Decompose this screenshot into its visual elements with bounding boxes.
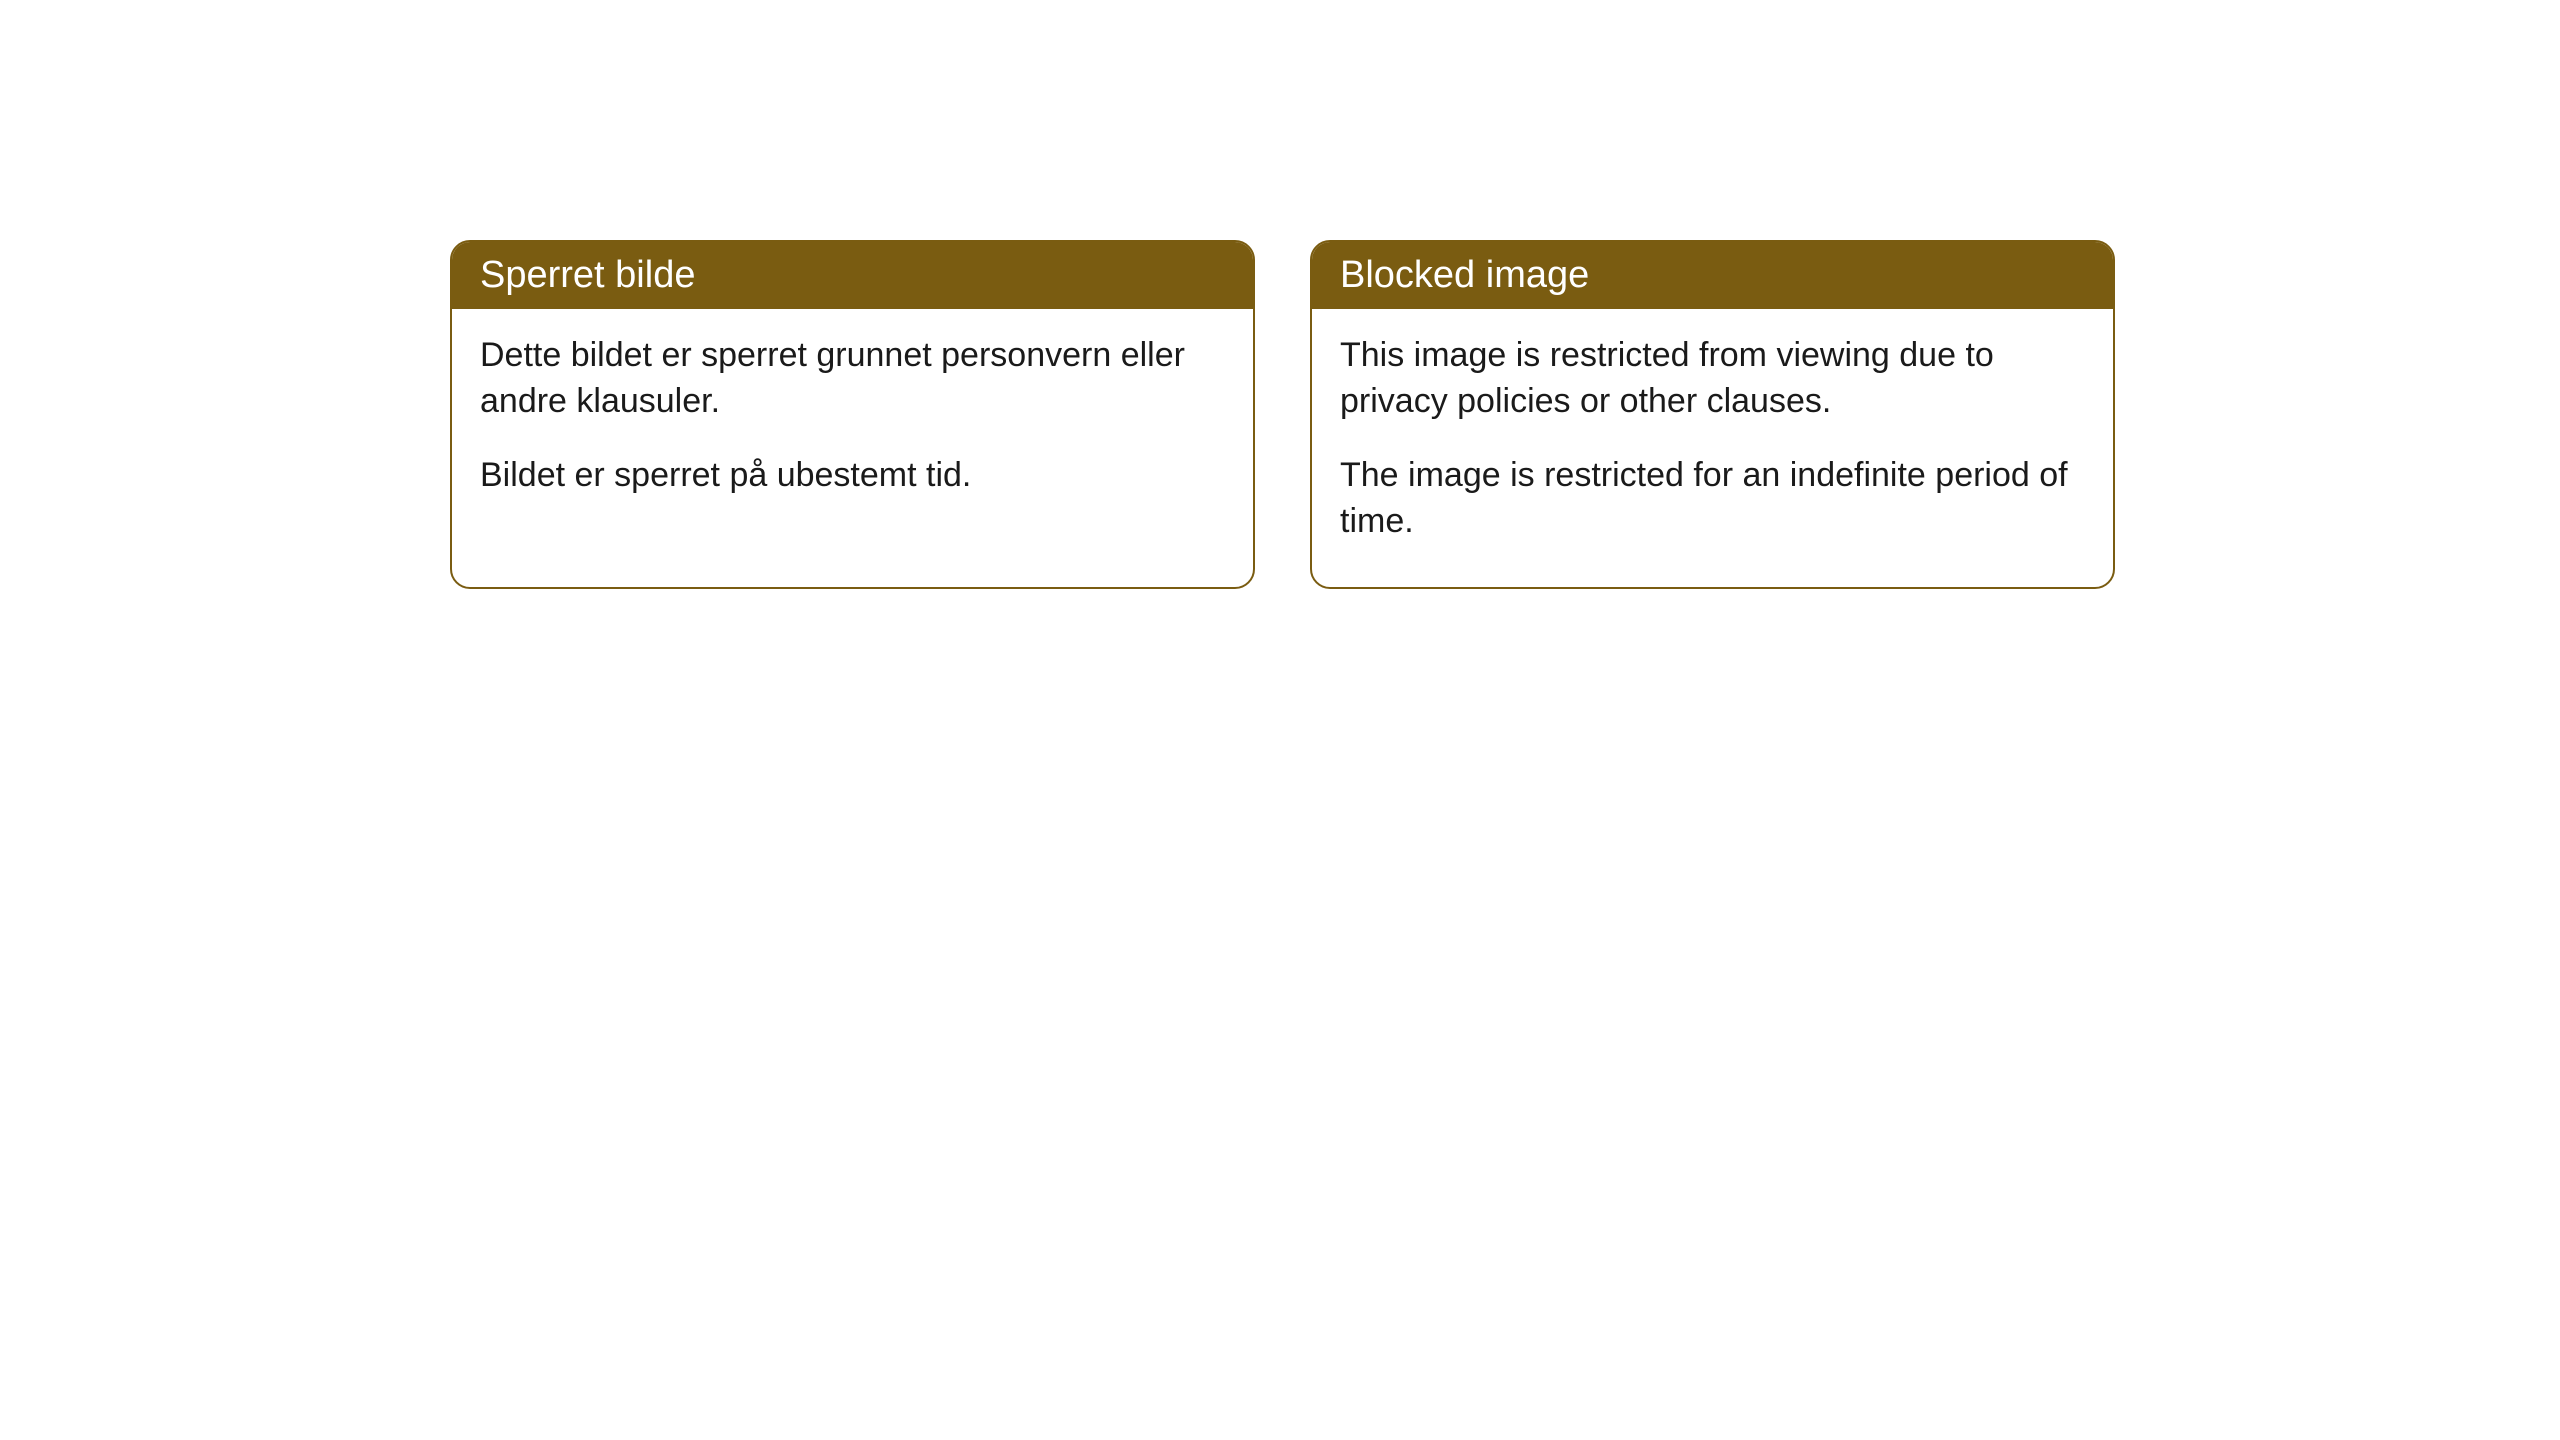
card-paragraph: Dette bildet er sperret grunnet personve… <box>480 333 1225 425</box>
card-title: Sperret bilde <box>452 242 1253 309</box>
card-paragraph: This image is restricted from viewing du… <box>1340 333 2085 425</box>
blocked-image-card-en: Blocked image This image is restricted f… <box>1310 240 2115 589</box>
card-paragraph: Bildet er sperret på ubestemt tid. <box>480 453 1225 499</box>
card-body: Dette bildet er sperret grunnet personve… <box>452 309 1253 541</box>
blocked-image-card-no: Sperret bilde Dette bildet er sperret gr… <box>450 240 1255 589</box>
card-title: Blocked image <box>1312 242 2113 309</box>
card-paragraph: The image is restricted for an indefinit… <box>1340 453 2085 545</box>
card-body: This image is restricted from viewing du… <box>1312 309 2113 587</box>
cards-container: Sperret bilde Dette bildet er sperret gr… <box>0 0 2560 589</box>
